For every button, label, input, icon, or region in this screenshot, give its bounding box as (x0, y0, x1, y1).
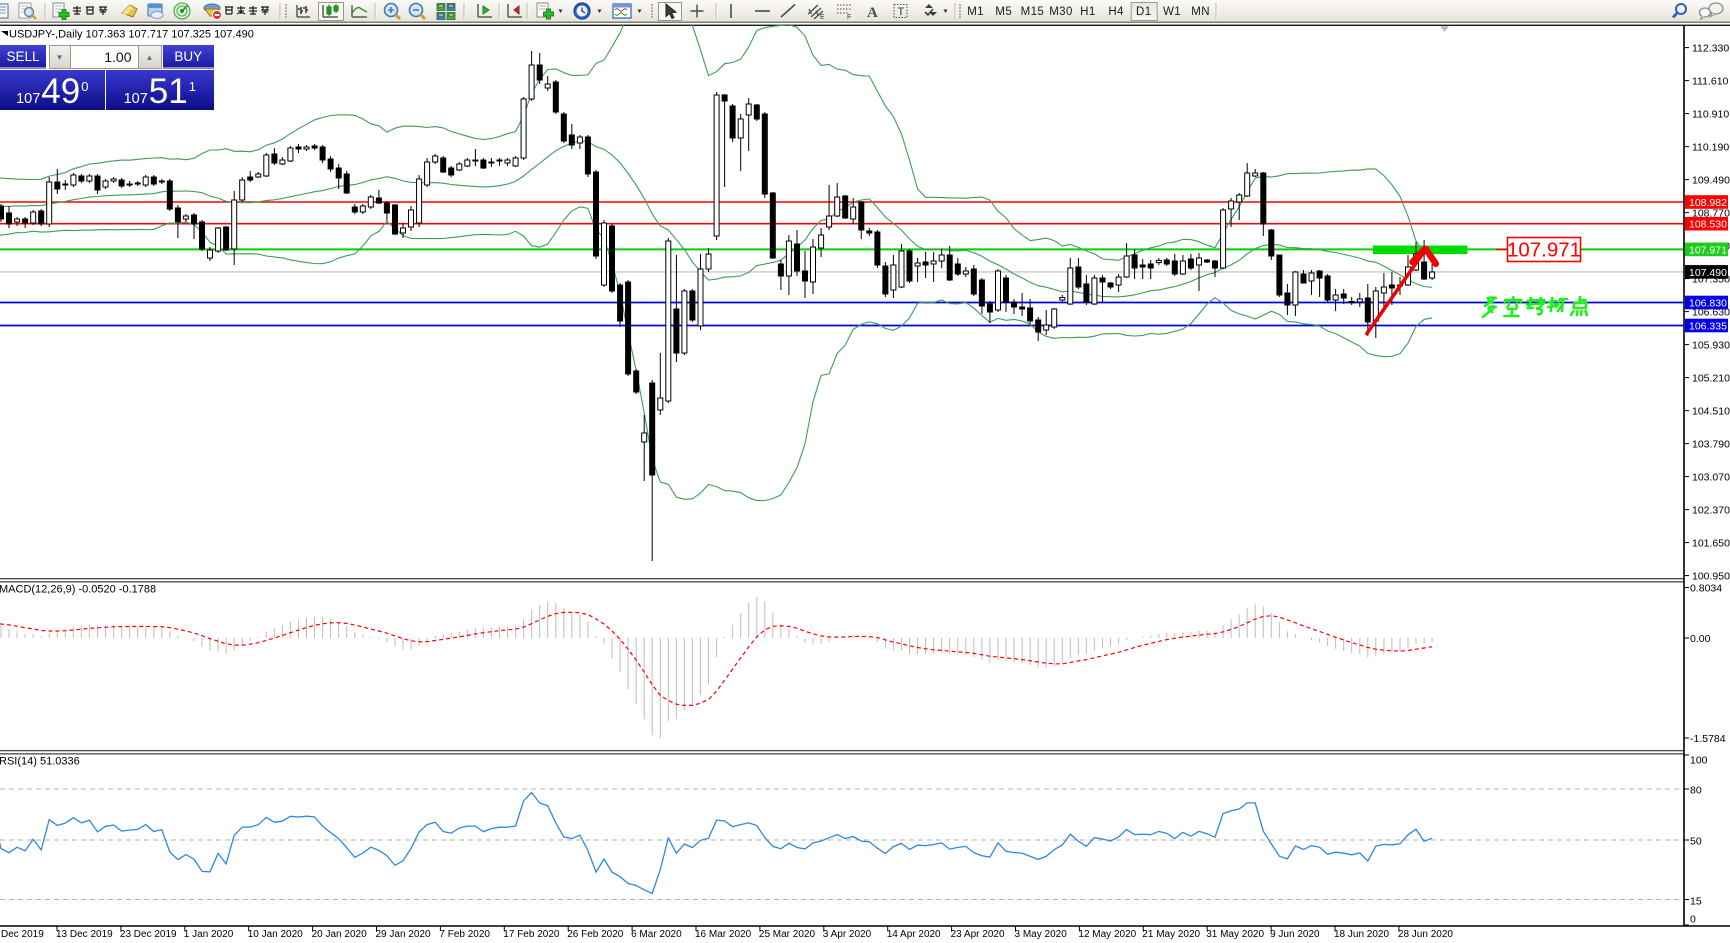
svg-text:80: 80 (1690, 785, 1702, 797)
svg-text:23 Apr 2020: 23 Apr 2020 (951, 929, 1005, 940)
svg-text:103.070: 103.070 (1692, 472, 1730, 484)
svg-text:26 Feb 2020: 26 Feb 2020 (567, 929, 624, 940)
svg-text:106.630: 106.630 (1692, 307, 1730, 319)
svg-text:9 Jun 2020: 9 Jun 2020 (1270, 929, 1320, 940)
svg-text:1 Jan 2020: 1 Jan 2020 (184, 929, 234, 940)
svg-text:31 May 2020: 31 May 2020 (1206, 929, 1264, 940)
svg-text:100: 100 (1690, 755, 1708, 767)
svg-text:110.910: 110.910 (1692, 109, 1729, 121)
svg-text:20 Jan 2020: 20 Jan 2020 (312, 929, 367, 940)
svg-text:28 Jun 2020: 28 Jun 2020 (1398, 929, 1453, 940)
svg-text:Dec 2019: Dec 2019 (1, 929, 44, 940)
svg-text:109.490: 109.490 (1692, 175, 1730, 187)
svg-text:10 Jan 2020: 10 Jan 2020 (248, 929, 303, 940)
svg-text:104.510: 104.510 (1692, 406, 1730, 418)
svg-text:3 May 2020: 3 May 2020 (1015, 929, 1068, 940)
svg-text:112.330: 112.330 (1692, 43, 1729, 55)
svg-text:111.610: 111.610 (1692, 76, 1729, 88)
svg-text:M30: M30 (1049, 6, 1073, 18)
svg-text:H4: H4 (1108, 6, 1124, 18)
svg-text:-1.5784: -1.5784 (1690, 733, 1726, 745)
svg-text:3 Apr 2020: 3 Apr 2020 (823, 929, 872, 940)
svg-text:105.930: 105.930 (1692, 340, 1730, 352)
svg-text:21 May 2020: 21 May 2020 (1142, 929, 1200, 940)
svg-text:T: T (898, 6, 905, 18)
svg-text:RSI(14) 51.0336: RSI(14) 51.0336 (0, 756, 80, 768)
svg-text:MACD(12,26,9) -0.0520 -0.1788: MACD(12,26,9) -0.0520 -0.1788 (0, 584, 156, 596)
svg-text:108.982: 108.982 (1689, 197, 1727, 209)
svg-text:106.830: 106.830 (1689, 298, 1727, 310)
svg-text:H1: H1 (1080, 6, 1096, 18)
svg-text:23 Dec 2019: 23 Dec 2019 (120, 929, 177, 940)
svg-text:107.971: 107.971 (1689, 244, 1727, 256)
svg-text:103.790: 103.790 (1692, 439, 1730, 451)
svg-text:107.490: 107.490 (1689, 267, 1727, 279)
svg-text:102.370: 102.370 (1692, 505, 1730, 517)
svg-text:17 Feb 2020: 17 Feb 2020 (503, 929, 560, 940)
svg-text:107.971: 107.971 (1507, 239, 1581, 262)
svg-text:E: E (820, 14, 825, 21)
svg-text:USDJPY-,Daily 107.363 107.717: USDJPY-,Daily 107.363 107.717 107.325 10… (9, 29, 254, 41)
svg-text:M15: M15 (1021, 6, 1045, 18)
svg-text:105.210: 105.210 (1692, 373, 1730, 385)
svg-text:6 Mar 2020: 6 Mar 2020 (631, 929, 682, 940)
svg-text:50: 50 (1690, 836, 1702, 848)
svg-text:108.770: 108.770 (1692, 208, 1730, 220)
svg-text:110.190: 110.190 (1692, 142, 1729, 154)
svg-text:MN: MN (1191, 6, 1210, 18)
svg-text:M1: M1 (967, 6, 984, 18)
svg-text:29 Jan 2020: 29 Jan 2020 (376, 929, 431, 940)
svg-text:M5: M5 (995, 6, 1012, 18)
svg-text:0: 0 (1690, 914, 1696, 926)
svg-text:W1: W1 (1163, 6, 1181, 18)
svg-text:106.335: 106.335 (1689, 321, 1727, 333)
svg-text:7 Feb 2020: 7 Feb 2020 (439, 929, 490, 940)
svg-text:15: 15 (1690, 896, 1702, 908)
svg-text:13 Dec 2019: 13 Dec 2019 (56, 929, 113, 940)
svg-text:101.650: 101.650 (1692, 538, 1730, 550)
svg-text:0.00: 0.00 (1690, 633, 1711, 645)
svg-text:F: F (847, 14, 851, 21)
svg-text:D1: D1 (1136, 6, 1152, 18)
svg-text:18 Jun 2020: 18 Jun 2020 (1334, 929, 1389, 940)
svg-text:14 Apr 2020: 14 Apr 2020 (887, 929, 941, 940)
svg-text:0.8034: 0.8034 (1690, 583, 1722, 595)
svg-text:25 Mar 2020: 25 Mar 2020 (759, 929, 816, 940)
svg-text:108.530: 108.530 (1689, 219, 1727, 231)
svg-text:12 May 2020: 12 May 2020 (1078, 929, 1136, 940)
svg-text:16 Mar 2020: 16 Mar 2020 (695, 929, 752, 940)
svg-text:A: A (867, 5, 878, 21)
svg-text:100.950: 100.950 (1692, 571, 1730, 583)
